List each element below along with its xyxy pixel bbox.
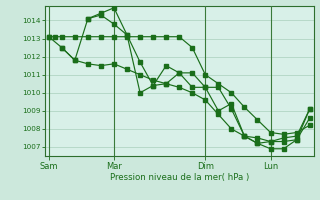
X-axis label: Pression niveau de la mer( hPa ): Pression niveau de la mer( hPa ): [109, 173, 249, 182]
